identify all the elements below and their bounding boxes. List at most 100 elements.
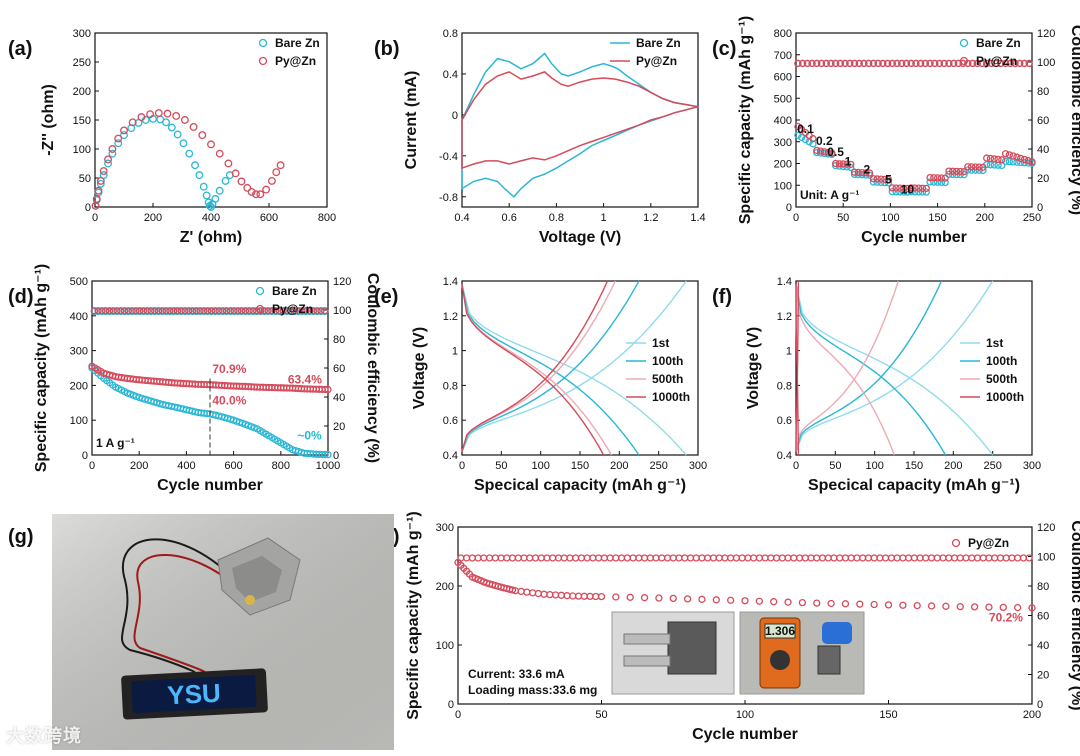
rate-label: 0.5: [827, 145, 844, 159]
data-point: [245, 307, 253, 315]
legend-entry: Bare Zn: [976, 36, 1021, 50]
data-point: [918, 184, 927, 192]
data-point: [1020, 155, 1029, 164]
data-point: [237, 307, 246, 315]
data-point: [809, 140, 817, 148]
data-point: [268, 307, 276, 315]
data-point: [809, 135, 817, 143]
data-point: [143, 307, 151, 315]
data-point: [813, 146, 821, 155]
data-point: [727, 596, 735, 604]
data-point: [151, 307, 159, 315]
data-point: [309, 307, 318, 315]
x-axis-title: Z' (ohm): [180, 229, 242, 246]
data-point: [831, 159, 840, 168]
y-tick-label: 150: [73, 115, 91, 127]
data-point: [196, 307, 204, 315]
data-point: [136, 307, 144, 315]
charge-curve: [795, 280, 800, 452]
data-point: [856, 600, 864, 608]
data-point: [224, 159, 233, 168]
data-point: [922, 184, 930, 193]
data-point: [813, 599, 821, 607]
data-point: [105, 307, 114, 315]
y2-tick-label: 60: [333, 363, 345, 375]
multimeter-screen: [764, 623, 796, 639]
data-point: [114, 139, 123, 148]
data-point: [180, 116, 189, 124]
data-point: [960, 167, 968, 176]
panel-a: 0 200 400 600 800 0 50 100 150 200 250 300 Z' (ohm) -…: [8, 28, 336, 246]
data-point: [321, 450, 329, 459]
data-point: [185, 307, 193, 315]
data-point: [302, 307, 310, 315]
x-tick-label: 0.6: [502, 212, 517, 224]
data-point: [911, 184, 919, 192]
data-point: [147, 307, 155, 315]
data-point: [983, 154, 991, 162]
y-tick-label: 1.2: [443, 311, 458, 323]
data-point: [117, 307, 125, 315]
x-tick-label: 150: [928, 212, 946, 224]
data-point: [903, 184, 912, 193]
data-point: [1013, 153, 1021, 161]
data-point: [211, 307, 219, 315]
y-tick-label: 0.4: [443, 69, 458, 81]
data-point: [899, 184, 908, 192]
y2-tick-label: 20: [1037, 173, 1049, 185]
data-point: [191, 161, 199, 170]
photo-shading: [52, 514, 394, 750]
data-point: [271, 307, 280, 315]
data-point: [915, 188, 923, 196]
data-point: [1017, 154, 1025, 163]
x-axis-title: Cycle number: [157, 477, 263, 494]
data-point: [247, 187, 256, 196]
data-point: [203, 307, 212, 315]
panel-b: 0.4 0.6 0.8 1 1.2 1.4 -0.8 -0.4 0 0.4 0.8 Voltage (…: [374, 28, 706, 246]
data-point: [835, 160, 844, 168]
data-point: [912, 59, 920, 68]
rate-label: 0.1: [797, 122, 814, 136]
data-point: [255, 304, 265, 314]
data-point: [827, 59, 835, 68]
data-point: [534, 589, 543, 598]
x-axis-title: Voltage (V): [539, 229, 621, 246]
data-point: [798, 59, 807, 68]
data-point: [994, 155, 1002, 164]
data-point: [258, 56, 268, 66]
anno-retention: 70.2%: [989, 610, 1023, 624]
data-point: [970, 603, 979, 611]
data-point: [884, 601, 893, 609]
data-point: [255, 286, 265, 296]
data-point: [276, 161, 285, 170]
data-point: [211, 194, 220, 203]
data-point: [798, 133, 806, 142]
data-point: [899, 601, 907, 609]
data-point: [104, 159, 112, 168]
data-point: [683, 595, 692, 603]
data-point: [949, 59, 958, 68]
x-tick-label: 800: [272, 460, 290, 472]
data-point: [803, 59, 811, 68]
y-tick-label: 200: [73, 86, 91, 98]
discharge-curve: [795, 284, 994, 456]
data-point: [237, 177, 246, 186]
panel-f: 0 50 100 150 200 250 300 0.4 0.6 0.8 1 1.2 1.4 Specic…: [712, 276, 1041, 494]
x-tick-label: 0: [459, 460, 465, 472]
panel-e: 0 50 100 150 200 250 300 0.4 0.6 0.8 1 1.2 1.4 Specic…: [374, 276, 707, 494]
data-point: [949, 167, 957, 175]
y2-tick-label: 40: [333, 392, 345, 404]
data-point: [207, 140, 215, 149]
data-point: [854, 168, 862, 177]
x-tick-label: 0.4: [454, 212, 469, 224]
x-tick-label: 0: [793, 460, 799, 472]
x-tick-label: 400: [177, 460, 195, 472]
data-point: [915, 184, 923, 192]
data-point: [968, 59, 977, 68]
data-point: [1009, 152, 1017, 160]
data-point: [215, 307, 223, 315]
data-point: [215, 149, 224, 158]
wire-red: [133, 554, 239, 673]
tab-top: [623, 633, 671, 645]
